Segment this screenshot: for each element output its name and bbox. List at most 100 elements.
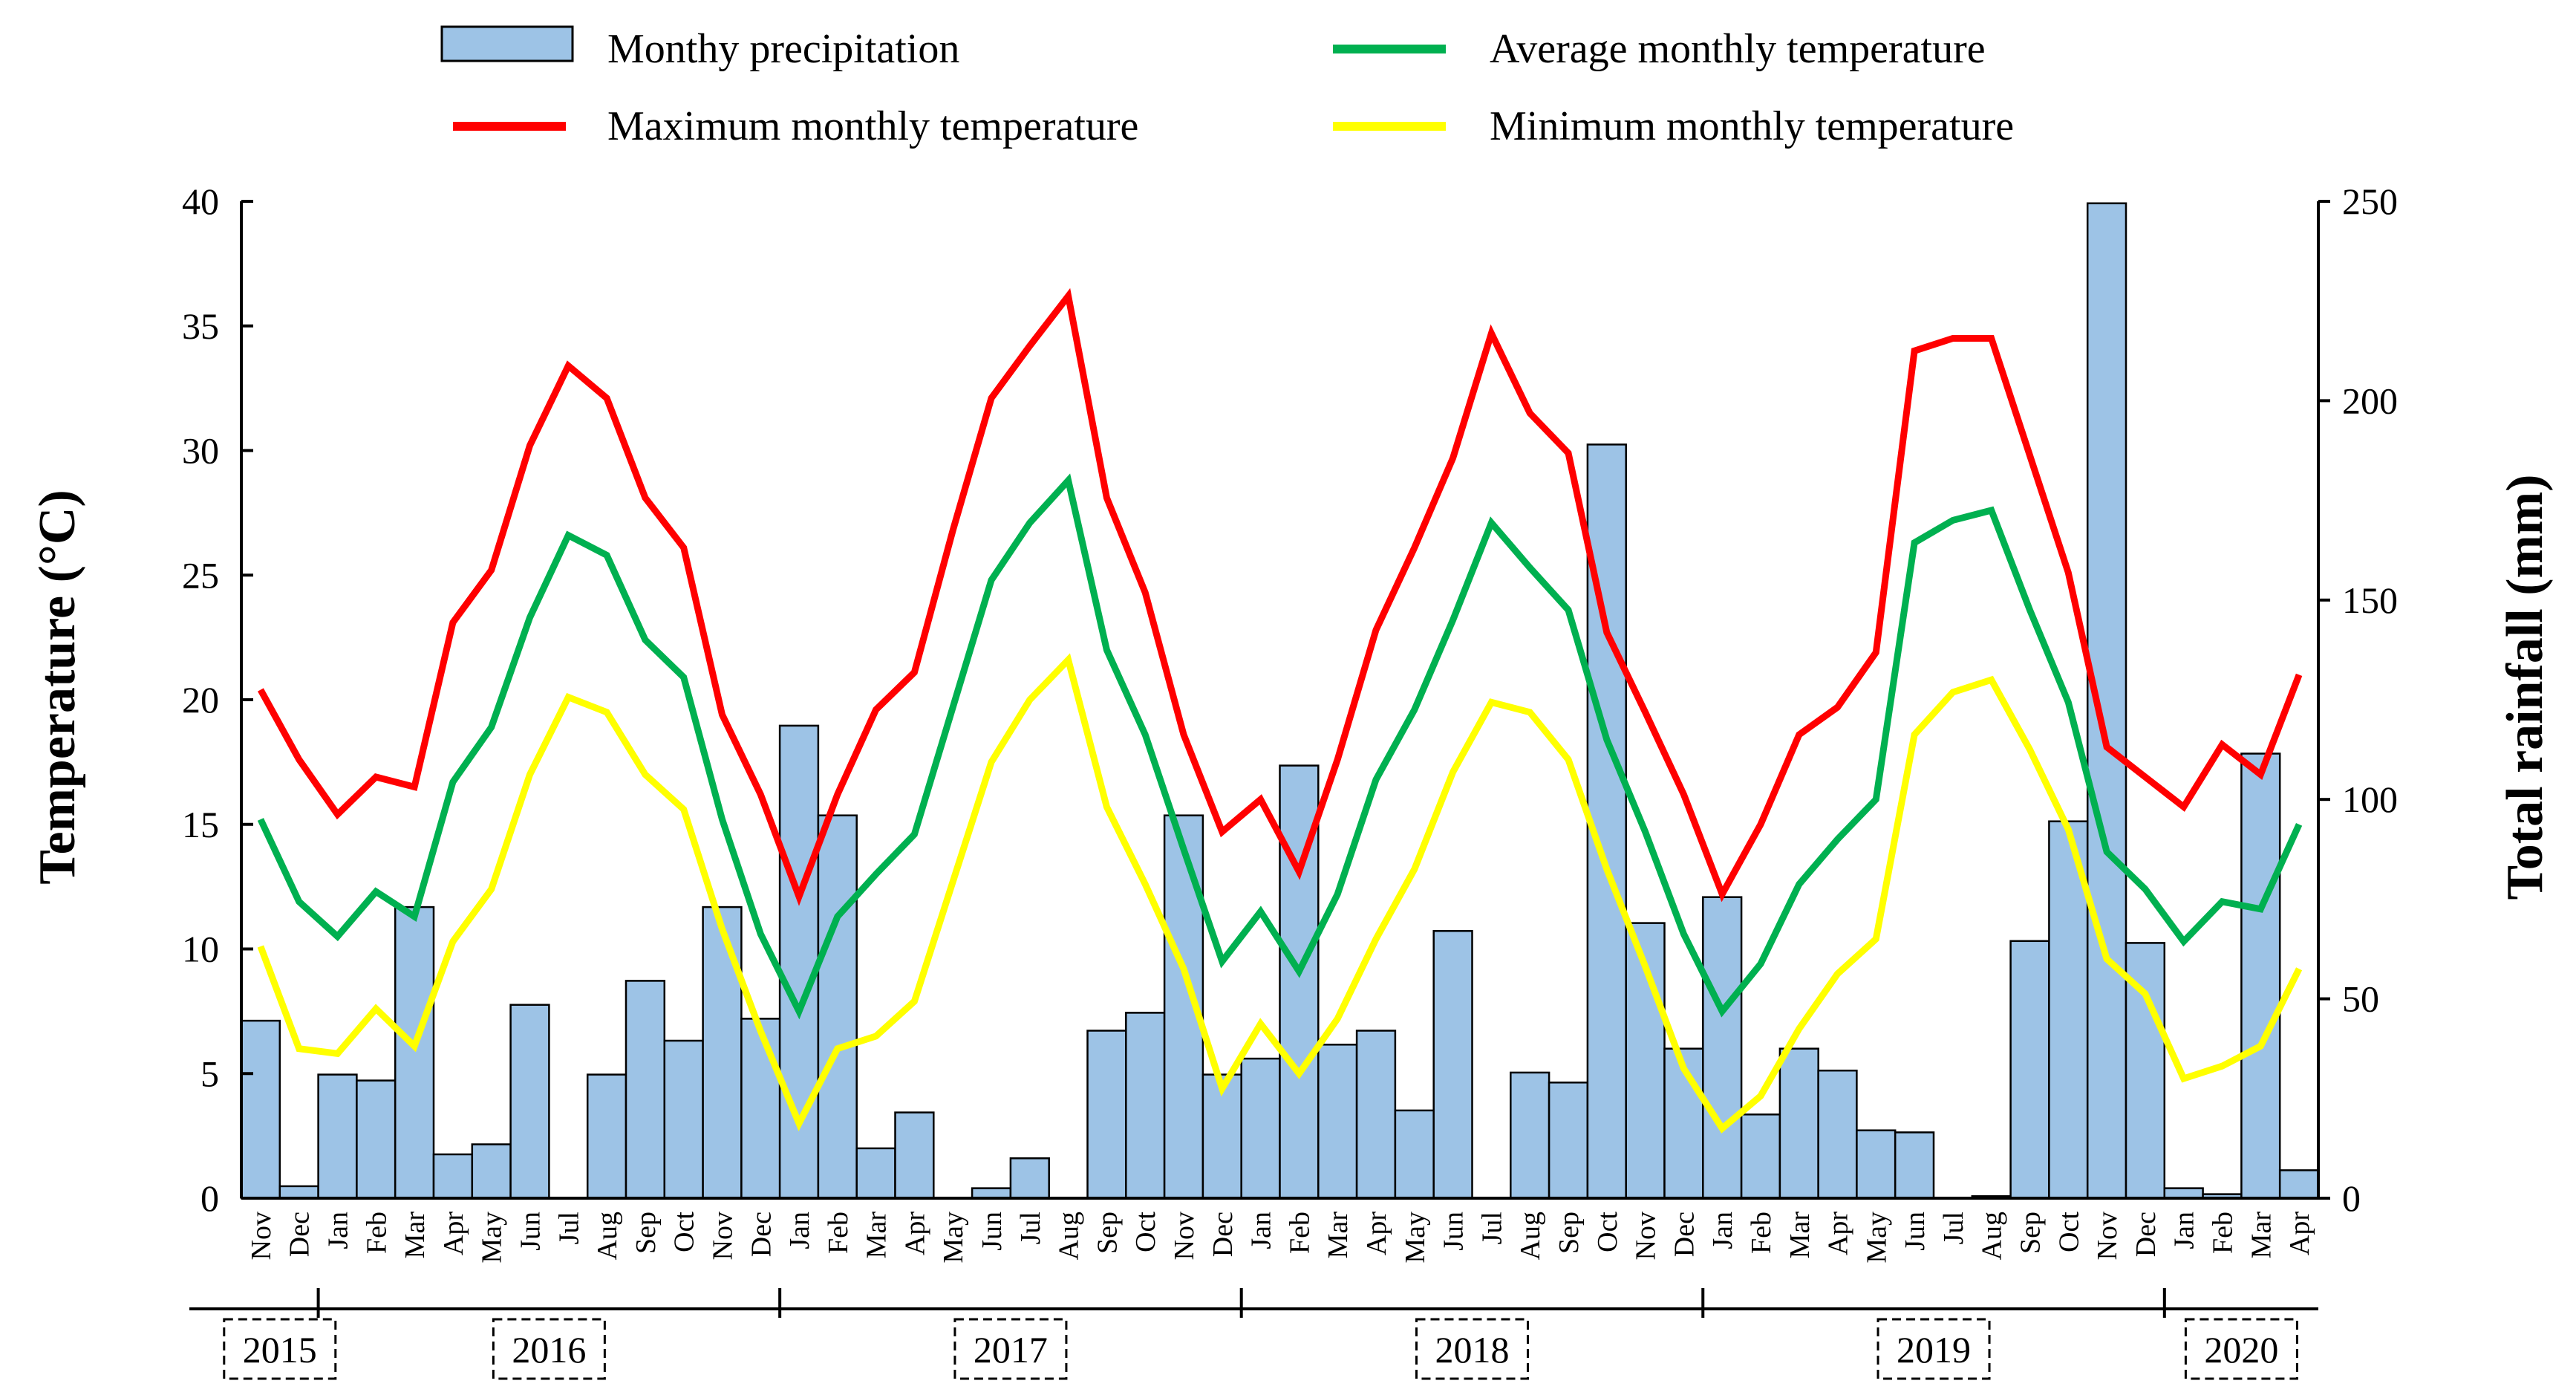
rainfall-bar-22: [1086, 1030, 1127, 1200]
year-label-2015: 2015: [243, 1329, 317, 1371]
legend: Monthy precipitation Average monthly tem…: [440, 25, 2014, 149]
rainfall-bar-38: [1702, 896, 1743, 1200]
month-label-21: Aug: [1054, 1212, 1085, 1260]
month-label-12: Nov: [707, 1212, 738, 1260]
month-label-28: Mar: [1323, 1212, 1354, 1259]
rainfall-bar-5: [432, 1153, 474, 1200]
month-label-39: Feb: [1746, 1212, 1777, 1254]
year-box-2019: [1876, 1318, 1991, 1380]
rainfall-bar-50: [2163, 1187, 2204, 1200]
max-temp-line: [257, 287, 2303, 906]
month-label-13: Dec: [746, 1212, 777, 1257]
legend-min-label: Minimum monthly temperature: [1490, 103, 2014, 149]
month-label-38: Jan: [1707, 1212, 1738, 1249]
rainfall-bar-42: [1856, 1129, 1897, 1200]
month-label-32: Jul: [1476, 1212, 1507, 1244]
month-label-50: Jan: [2169, 1212, 2200, 1249]
year-label-2018: 2018: [1435, 1329, 1509, 1371]
month-label-25: Dec: [1207, 1212, 1239, 1257]
month-label-20: Jul: [1015, 1212, 1046, 1244]
rainfall-bar-25: [1201, 1073, 1242, 1200]
min-temp-line: [257, 653, 2303, 1134]
y-right-tick-label-0: 0: [2342, 1177, 2361, 1219]
y-left-tick-label-7: 35: [182, 305, 219, 347]
y-left-tick-label-6: 30: [182, 430, 219, 472]
month-label-10: Sep: [630, 1212, 662, 1254]
month-label-18: May: [938, 1212, 969, 1264]
year-label-2019: 2019: [1897, 1329, 1971, 1371]
rainfall-bar-19: [971, 1187, 1012, 1200]
rainfall-bar-20: [1009, 1157, 1050, 1200]
y-left-tick-label-1: 5: [200, 1053, 219, 1094]
month-label-27: Feb: [1284, 1212, 1315, 1254]
rainfall-bar-10: [625, 980, 666, 1200]
rainfall-bar-46: [2009, 940, 2050, 1200]
rainfall-bar-40: [1778, 1047, 1819, 1200]
rainfall-bar-12: [702, 906, 743, 1200]
year-box-2017: [953, 1318, 1068, 1380]
rainfall-bar-15: [817, 814, 858, 1200]
month-label-44: Jul: [1938, 1212, 1969, 1244]
month-label-8: Jul: [553, 1212, 584, 1244]
rainfall-bar-39: [1740, 1113, 1781, 1200]
rainfall-bar-13: [740, 1018, 781, 1200]
month-label-31: Jun: [1438, 1212, 1470, 1251]
rainfall-bar-11: [663, 1039, 704, 1200]
rainfall-bar-26: [1240, 1057, 1281, 1200]
y-right-tick-label-3: 150: [2342, 579, 2398, 621]
month-label-45: Aug: [1977, 1212, 2008, 1260]
month-label-2: Jan: [322, 1212, 353, 1249]
rainfall-bar-29: [1355, 1030, 1397, 1200]
y-right-tick-label-1: 50: [2342, 978, 2379, 1020]
year-box-2015: [223, 1318, 337, 1380]
rainfall-bar-41: [1817, 1069, 1858, 1200]
month-label-17: Apr: [899, 1212, 930, 1255]
month-label-11: Oct: [669, 1212, 700, 1252]
year-label-2016: 2016: [512, 1329, 586, 1371]
y-right-tick-label-2: 100: [2342, 778, 2398, 820]
legend-avg-label: Average monthly temperature: [1490, 26, 1986, 72]
year-box-2016: [492, 1318, 606, 1380]
month-label-0: Nov: [246, 1212, 277, 1260]
rainfall-bar-28: [1317, 1044, 1358, 1200]
month-label-47: Oct: [2053, 1212, 2084, 1252]
y-left-tick-label-3: 15: [182, 804, 219, 845]
rainfall-bar-23: [1125, 1012, 1166, 1200]
y-right-tick-label-4: 200: [2342, 380, 2398, 421]
month-label-7: Jun: [515, 1212, 546, 1251]
month-label-23: Oct: [1130, 1212, 1161, 1252]
year-box-2018: [1415, 1318, 1529, 1380]
month-label-42: May: [1861, 1212, 1892, 1264]
rainfall-bar-4: [394, 906, 435, 1200]
avg-temp-line: [257, 473, 2303, 1020]
month-label-36: Nov: [1631, 1212, 1662, 1260]
rainfall-bar-0: [240, 1019, 281, 1200]
rainfall-bar-17: [894, 1111, 935, 1200]
y-left-axis-title: Temperature (°C): [29, 490, 86, 885]
rainfall-bar-1: [278, 1185, 319, 1200]
month-label-51: Feb: [2208, 1212, 2239, 1254]
year-label-2017: 2017: [974, 1329, 1048, 1371]
month-label-5: Apr: [438, 1212, 469, 1255]
y-right-axis-title: Total rainfall (mm): [2497, 475, 2554, 900]
rainfall-bar-43: [1894, 1131, 1935, 1200]
month-label-49: Dec: [2130, 1212, 2162, 1257]
month-label-3: Feb: [361, 1212, 392, 1254]
year-label-2020: 2020: [2204, 1329, 2278, 1371]
month-label-16: Mar: [861, 1212, 893, 1259]
month-label-4: Mar: [400, 1212, 431, 1259]
y-left-tick-label-2: 10: [182, 929, 219, 970]
y-left-tick-label-0: 0: [200, 1177, 219, 1219]
month-label-30: May: [1400, 1212, 1431, 1264]
y-right-tick-label-5: 250: [2342, 181, 2398, 222]
month-label-9: Aug: [592, 1212, 623, 1260]
rainfall-bar-53: [2278, 1169, 2320, 1200]
month-label-24: Nov: [1169, 1212, 1200, 1260]
month-label-22: Sep: [1092, 1212, 1123, 1254]
month-label-48: Nov: [2092, 1212, 2123, 1260]
legend-precipitation-label: Monthy precipitation: [607, 26, 959, 72]
legend-max-label: Maximum monthly temperature: [607, 103, 1138, 149]
y-left-tick-label-5: 25: [182, 554, 219, 596]
